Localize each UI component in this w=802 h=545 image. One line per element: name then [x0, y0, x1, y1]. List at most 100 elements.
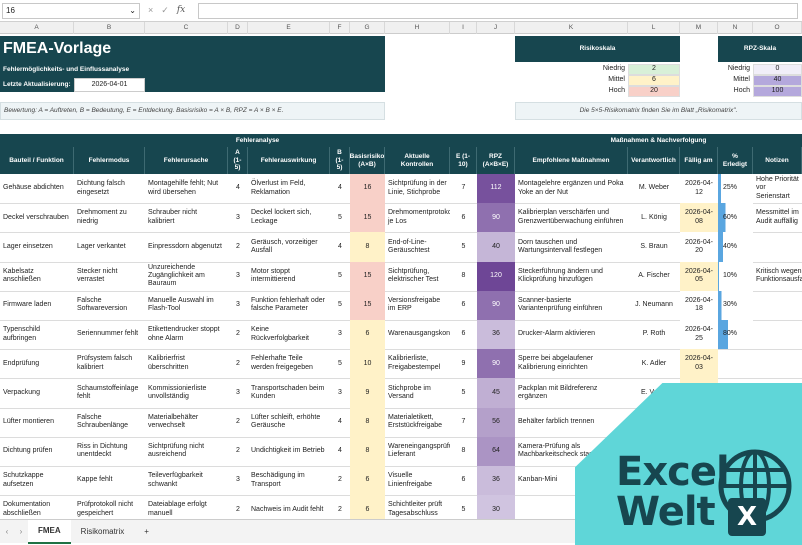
cell-owner[interactable]: A. Fischer [638, 271, 670, 279]
cell-effect[interactable]: Transportschaden beim Kunden [251, 384, 325, 400]
column-header-e[interactable]: E [248, 22, 330, 34]
table-header-b[interactable]: Fehlermodus [74, 147, 145, 174]
cell-notes[interactable]: Hohe Priorität vor Serienstart [756, 176, 799, 200]
sheet-grid[interactable]: FMEA-Vorlage Fehlermöglichkeits- und Einf… [0, 34, 802, 519]
cell-base[interactable]: 15 [350, 290, 385, 320]
cell-ctrl[interactable]: Wareneingangsprüfung Lieferant [388, 443, 450, 459]
table-header-n[interactable]: % Erledigt [718, 147, 753, 174]
risk-scale-value[interactable]: 6 [628, 75, 680, 86]
cell-e[interactable]: 7 [461, 184, 466, 192]
cell-done[interactable]: 60% [718, 203, 753, 233]
cell-due[interactable]: 2026-04-18 [680, 290, 718, 320]
cell-rpz[interactable]: 30 [477, 495, 515, 519]
cell-effect[interactable]: Fehlerhafte Teile werden freigegeben [251, 355, 313, 371]
cell-rpz[interactable]: 90 [477, 349, 515, 379]
cell-action[interactable]: Scanner-basierte Variantenprüfung einfüh… [518, 297, 603, 313]
tab-prev-icon[interactable]: ‹ [5, 527, 9, 536]
cell-a[interactable]: 2 [236, 330, 240, 338]
cell-due[interactable]: 2026-04-08 [680, 203, 718, 233]
cell-ctrl[interactable]: Warenausgangskontrolle [388, 330, 450, 338]
cell-due[interactable]: 2026-04-20 [680, 232, 718, 262]
cell-cause[interactable]: Manuelle Auswahl im Flash-Tool [148, 297, 214, 313]
risk-scale-value[interactable]: 20 [628, 86, 680, 97]
column-header-m[interactable]: M [680, 22, 718, 34]
cell-part[interactable]: Schutzkappe aufsetzen [3, 472, 44, 488]
cancel-icon[interactable]: × [148, 5, 154, 15]
cell-b[interactable]: 4 [338, 242, 342, 250]
cell-a[interactable]: 3 [236, 271, 240, 279]
table-header-i[interactable]: E (1-10) [450, 147, 477, 174]
cell-rpz[interactable]: 64 [477, 436, 515, 466]
cell-due[interactable]: 2026-04-05 [680, 261, 718, 291]
table-header-k[interactable]: Empfohlene Maßnahmen [515, 147, 628, 174]
cell-ctrl[interactable]: Visuelle Linienfreigabe [388, 472, 432, 488]
table-header-f[interactable]: B (1-5) [330, 147, 350, 174]
table-header-j[interactable]: RPZ (A×B×E) [477, 147, 515, 174]
table-header-o[interactable]: Notizen [753, 147, 802, 174]
column-header-a[interactable]: A [0, 22, 74, 34]
cell-b[interactable]: 2 [338, 505, 342, 513]
cell-a[interactable]: 2 [236, 242, 240, 250]
cell-owner[interactable]: J. Neumann [635, 301, 673, 309]
cell-base[interactable]: 6 [350, 466, 385, 496]
cell-a[interactable]: 2 [236, 447, 240, 455]
fx-icon[interactable]: fx [176, 5, 186, 15]
cell-part[interactable]: Kabelsatz anschließen [3, 267, 41, 284]
cell-cause[interactable]: Kalibrierfrist überschritten [148, 355, 189, 371]
cell-b[interactable]: 5 [338, 271, 342, 279]
cell-a[interactable]: 2 [236, 505, 240, 513]
column-header-c[interactable]: C [145, 22, 228, 34]
column-header-l[interactable]: L [628, 22, 680, 34]
cell-owner[interactable]: L. König [641, 213, 667, 221]
cell-a[interactable]: 4 [236, 184, 240, 192]
cell-part[interactable]: Verpackung [3, 388, 40, 396]
cell-ctrl[interactable]: Drehmomentprotokoll je Los [388, 209, 450, 225]
cell-notes[interactable] [753, 291, 802, 320]
cell-done[interactable] [718, 349, 753, 378]
cell-rpz[interactable]: 56 [477, 407, 515, 437]
add-sheet-button[interactable]: + [144, 527, 149, 536]
cell-cause[interactable]: Etikettendrucker stoppt ohne Alarm [148, 326, 220, 342]
cell-cause[interactable]: Kommissionierliste unvollständig [148, 384, 207, 400]
cell-b[interactable]: 3 [338, 330, 342, 338]
cell-a[interactable]: 3 [236, 301, 240, 309]
cell-base[interactable]: 15 [350, 261, 385, 291]
cell-b[interactable]: 5 [338, 213, 342, 221]
cell-a[interactable]: 3 [236, 388, 240, 396]
chevron-down-icon[interactable]: ⌄ [129, 6, 136, 15]
cell-notes[interactable] [753, 320, 802, 349]
cell-base[interactable]: 8 [350, 407, 385, 437]
cell-notes[interactable]: Kritisch wegen Funktionsausfall [756, 267, 802, 284]
cell-mode[interactable]: Prüfprotokoll nicht gespeichert [77, 501, 134, 517]
cell-e[interactable]: 8 [461, 447, 466, 455]
column-header-k[interactable]: K [515, 22, 628, 34]
cell-base[interactable]: 8 [350, 232, 385, 262]
cell-done[interactable]: 30% [718, 290, 753, 320]
cell-effect[interactable]: Nachweis im Audit fehlt [251, 505, 324, 513]
cell-mode[interactable]: Kappe fehlt [77, 476, 113, 484]
cell-owner[interactable]: P. Roth [642, 330, 666, 338]
cell-e[interactable]: 5 [461, 505, 466, 513]
cell-mode[interactable]: Schaumstoffeinlage fehlt [77, 384, 139, 400]
cell-mode[interactable]: Seriennummer fehlt [77, 330, 139, 338]
cell-mode[interactable]: Prüfsystem falsch kalibriert [77, 355, 133, 371]
name-box[interactable]: 16 ⌄ [2, 2, 140, 19]
cell-cause[interactable]: Schrauber nicht kalibriert [148, 209, 198, 225]
cell-action[interactable]: Kalibrierplan verschärfen und Grenzwertü… [518, 209, 624, 225]
cell-action[interactable]: Packplan mit Bildreferenz ergänzen [518, 384, 598, 400]
cell-effect[interactable]: Deckel lockert sich, Leckage [251, 209, 312, 225]
column-header-n[interactable]: N [718, 22, 753, 34]
table-header-m[interactable]: Fällig am [680, 147, 718, 174]
cell-mode[interactable]: Dichtung falsch eingesetzt [77, 180, 125, 196]
cell-cause[interactable]: Materialbehälter verwechselt [148, 413, 199, 430]
cell-mode[interactable]: Drehmoment zu niedrig [77, 209, 127, 225]
cell-owner[interactable]: M. Weber [638, 184, 670, 192]
cell-part[interactable]: Dichtung prüfen [3, 447, 53, 455]
cell-mode[interactable]: Lager verkantet [77, 242, 126, 250]
cell-ctrl[interactable]: Sichtprüfung in der Linie, Stichprobe [388, 180, 447, 196]
cell-due[interactable]: 2026-04-12 [680, 174, 718, 204]
formula-input[interactable] [198, 2, 798, 19]
risk-scale-value[interactable]: 2 [628, 64, 680, 75]
cell-notes[interactable] [753, 232, 802, 261]
cell-due[interactable]: 2026-04-25 [680, 320, 718, 350]
